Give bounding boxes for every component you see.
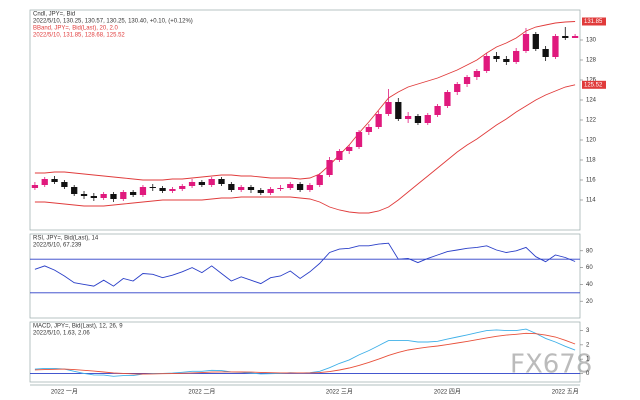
candle-body bbox=[365, 127, 372, 132]
panel-frame bbox=[29, 321, 581, 383]
candle-body bbox=[375, 114, 382, 127]
y-tick-label: 130 bbox=[586, 38, 597, 44]
x-tick-label: 2022 一月 bbox=[51, 389, 78, 396]
y-tick-label: 60 bbox=[586, 265, 593, 271]
candle-body bbox=[159, 188, 166, 191]
candle-body bbox=[503, 59, 510, 62]
candle-body bbox=[208, 179, 215, 185]
candle-body bbox=[90, 196, 97, 198]
candle-body bbox=[51, 179, 58, 182]
candle-body bbox=[129, 192, 137, 195]
candle-body bbox=[100, 194, 107, 198]
candle-body bbox=[571, 36, 579, 38]
y-tick-label: 126 bbox=[586, 78, 597, 84]
candle-body bbox=[257, 190, 264, 193]
candle-body bbox=[316, 175, 323, 185]
y-tick-label: 116 bbox=[586, 178, 596, 184]
candle-body bbox=[542, 49, 549, 57]
candle-body bbox=[346, 147, 353, 151]
candle-body bbox=[228, 184, 235, 190]
y-tick-label: 118 bbox=[586, 158, 596, 164]
candle-body bbox=[395, 102, 402, 119]
price-tag-label: 125.52 bbox=[584, 82, 603, 88]
y-tick-label: 80 bbox=[586, 248, 593, 254]
candle-body bbox=[179, 186, 186, 189]
candle-body bbox=[473, 71, 481, 77]
panel-frame bbox=[29, 233, 581, 319]
candle-body bbox=[31, 185, 39, 188]
candle-body bbox=[198, 182, 206, 185]
bband-label: 2022/5/10, 131.85, 128.68, 125.52 bbox=[33, 33, 125, 39]
candle-body bbox=[296, 184, 304, 190]
candle-body bbox=[287, 184, 294, 188]
candle-body bbox=[71, 187, 78, 194]
candle-body bbox=[444, 92, 451, 106]
panel-title: MACD, JPY=, Bid(Last), 12, 26, 9 bbox=[33, 324, 123, 330]
bband-name: BBand, JPY=, Bid(Last), 20, 2.0 bbox=[33, 26, 119, 32]
bband-upper bbox=[34, 21, 576, 181]
candle-body bbox=[552, 36, 559, 57]
candle-body bbox=[522, 34, 530, 51]
panel-title: RSI, JPY=, Bid(Last), 14 bbox=[33, 236, 99, 242]
candle-body bbox=[513, 51, 520, 62]
panel-subtitle: 2022/5/10, 67.239 bbox=[33, 243, 82, 249]
watermark: FX678 bbox=[510, 350, 592, 380]
candle-body bbox=[267, 189, 274, 193]
candle-body bbox=[385, 102, 392, 114]
candle-body bbox=[404, 116, 412, 119]
candle-body bbox=[463, 77, 471, 84]
candle-body bbox=[139, 187, 147, 195]
price-tag bbox=[582, 17, 606, 26]
candle-body bbox=[247, 187, 255, 190]
y-tick-label: 122 bbox=[586, 118, 597, 124]
x-tick-label: 2022 二月 bbox=[188, 389, 215, 396]
candle-body bbox=[238, 187, 245, 190]
candle-body bbox=[562, 36, 569, 38]
series-line bbox=[34, 242, 576, 287]
panel-subtitle: 2022/5/10, 1.63, 2.06 bbox=[33, 331, 90, 337]
candle-body bbox=[120, 192, 127, 199]
y-tick-label: 120 bbox=[586, 138, 597, 144]
y-tick-label: 40 bbox=[586, 282, 593, 288]
candle-body bbox=[493, 56, 500, 59]
candle-body bbox=[80, 194, 88, 196]
candle-body bbox=[218, 179, 225, 184]
candle-body bbox=[61, 182, 68, 187]
price-tag-label: 131.85 bbox=[584, 19, 603, 25]
candle-body bbox=[355, 132, 363, 147]
candle-body bbox=[424, 115, 431, 123]
x-tick-label: 2022 三月 bbox=[326, 389, 353, 396]
bband-lower bbox=[34, 84, 576, 214]
candle-body bbox=[326, 160, 333, 175]
y-tick-label: 128 bbox=[586, 58, 597, 64]
x-tick-label: 2022 五月 bbox=[552, 389, 579, 396]
panel-title: Cndl, JPY=, Bid bbox=[33, 12, 75, 18]
candle-body bbox=[414, 116, 422, 123]
candle-body bbox=[41, 179, 48, 185]
price-tag bbox=[582, 80, 606, 89]
y-tick-label: 124 bbox=[586, 98, 597, 104]
x-tick-label: 2022 四月 bbox=[434, 389, 461, 396]
candle-body bbox=[169, 189, 176, 191]
candle-body bbox=[110, 194, 117, 199]
y-tick-label: 114 bbox=[586, 198, 596, 204]
candle-body bbox=[483, 56, 490, 71]
candle-body bbox=[306, 185, 314, 190]
candle-body bbox=[336, 151, 343, 160]
candle-body bbox=[277, 188, 284, 189]
candle-body bbox=[149, 187, 156, 188]
candle-body bbox=[188, 182, 196, 186]
y-tick-label: 0 bbox=[586, 371, 590, 377]
series-line bbox=[34, 332, 576, 375]
y-tick-label: 2 bbox=[586, 342, 590, 348]
y-tick-label: 1 bbox=[586, 357, 590, 363]
candle-body bbox=[434, 106, 441, 115]
candle-body bbox=[532, 34, 539, 49]
y-tick-label: 3 bbox=[586, 328, 590, 334]
y-tick-label: 20 bbox=[586, 299, 593, 305]
panel-subtitle: 2022/5/10, 130.25, 130.57, 130.25, 130.4… bbox=[33, 19, 193, 25]
candle-body bbox=[454, 84, 461, 92]
